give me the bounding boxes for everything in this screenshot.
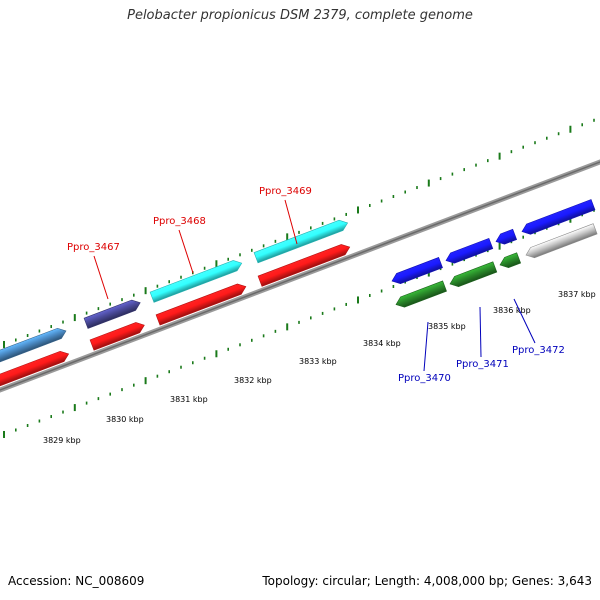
scale-label: 3835 kbp — [428, 322, 466, 331]
red-feature-2 — [89, 322, 145, 351]
cyan-feature-3468 — [149, 260, 243, 303]
scale-label: 3829 kbp — [43, 436, 81, 445]
topology-label: Topology: circular; Length: 4,008,000 bp… — [262, 574, 592, 588]
steel-feature — [0, 327, 67, 370]
gene-label: Ppro_3468 — [153, 216, 206, 227]
gene-label: Ppro_3470 — [398, 373, 451, 384]
gene-leader-line — [479, 306, 482, 358]
green-feature-3471 — [449, 261, 498, 287]
gene-leader-line — [284, 199, 298, 245]
scale-label: 3837 kbp — [558, 290, 596, 299]
gene-leader-line — [178, 229, 194, 274]
scale-label: 3832 kbp — [234, 376, 272, 385]
gene-label: Ppro_3467 — [67, 242, 120, 253]
backbone-line-core — [0, 161, 600, 391]
red-feature-1 — [0, 350, 70, 389]
scale-label: 3834 kbp — [363, 339, 401, 348]
green-feature-3470 — [395, 280, 447, 308]
scale-label: 3831 kbp — [170, 395, 208, 404]
grey-feature — [525, 223, 598, 259]
slate-feature — [83, 299, 141, 329]
blue-feature-4 — [521, 199, 596, 235]
scale-label: 3836 kbp — [493, 306, 531, 315]
map-title: Pelobacter propionicus DSM 2379, complet… — [127, 8, 473, 23]
blue-feature-3 — [495, 228, 518, 245]
blue-feature-1 — [391, 257, 443, 285]
scale-label: 3830 kbp — [106, 415, 144, 424]
green-feature-3472 — [499, 252, 522, 268]
red-feature-3 — [155, 283, 247, 326]
gene-leader-line — [423, 321, 429, 372]
scale-label: 3833 kbp — [299, 357, 337, 366]
blue-feature-2 — [445, 237, 494, 264]
gene-leader-line — [93, 255, 109, 300]
gene-label: Ppro_3472 — [512, 345, 565, 356]
gene-leader-line — [513, 298, 536, 344]
red-feature-4 — [257, 244, 351, 287]
accession-label: Accession: NC_008609 — [8, 574, 145, 588]
gene-label: Ppro_3469 — [259, 186, 312, 197]
cyan-feature-3469 — [253, 219, 349, 264]
gene-label: Ppro_3471 — [456, 359, 509, 370]
